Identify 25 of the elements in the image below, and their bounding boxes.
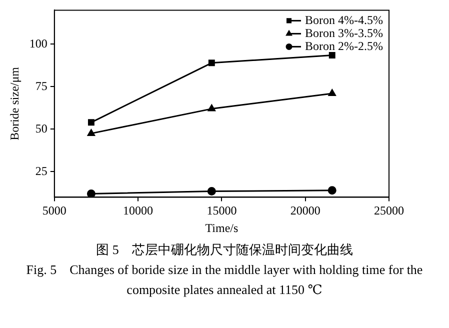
legend-label: Boron 3%-3.5% [305,26,384,40]
x-axis-title: Time/s [205,220,238,235]
point [328,52,336,58]
x-tick-label: 15000 [206,204,237,218]
x-tick-label: 25000 [374,204,404,218]
point [208,60,215,66]
point [328,186,336,195]
point [87,129,95,136]
point [88,119,94,126]
y-tick-label: 100 [29,36,48,50]
legend-label: Boron 2%-2.5% [305,38,384,53]
y-tick-label: 75 [35,78,48,93]
y-tick-label: 25 [35,164,48,178]
y-tick-label: 50 [35,121,48,136]
caption: 图 5 芯层中硼化物尺寸随保温时间变化曲线 [95,241,354,259]
point [328,89,336,96]
x-tick-label: 5000 [42,204,66,218]
x-tick-label: 20000 [290,204,320,218]
y-axis-title: Boride size/μm [7,66,22,140]
point [207,187,216,196]
caption: Fig. 5 Changes of boride size in the middle layer with holding time for the composite plates annealed at 1150 ℃ [25,261,424,299]
legend-label: Boron 4%-4.5% [305,12,384,27]
point [208,104,216,112]
point [86,190,96,198]
x-tick-label: 10000 [123,204,154,218]
